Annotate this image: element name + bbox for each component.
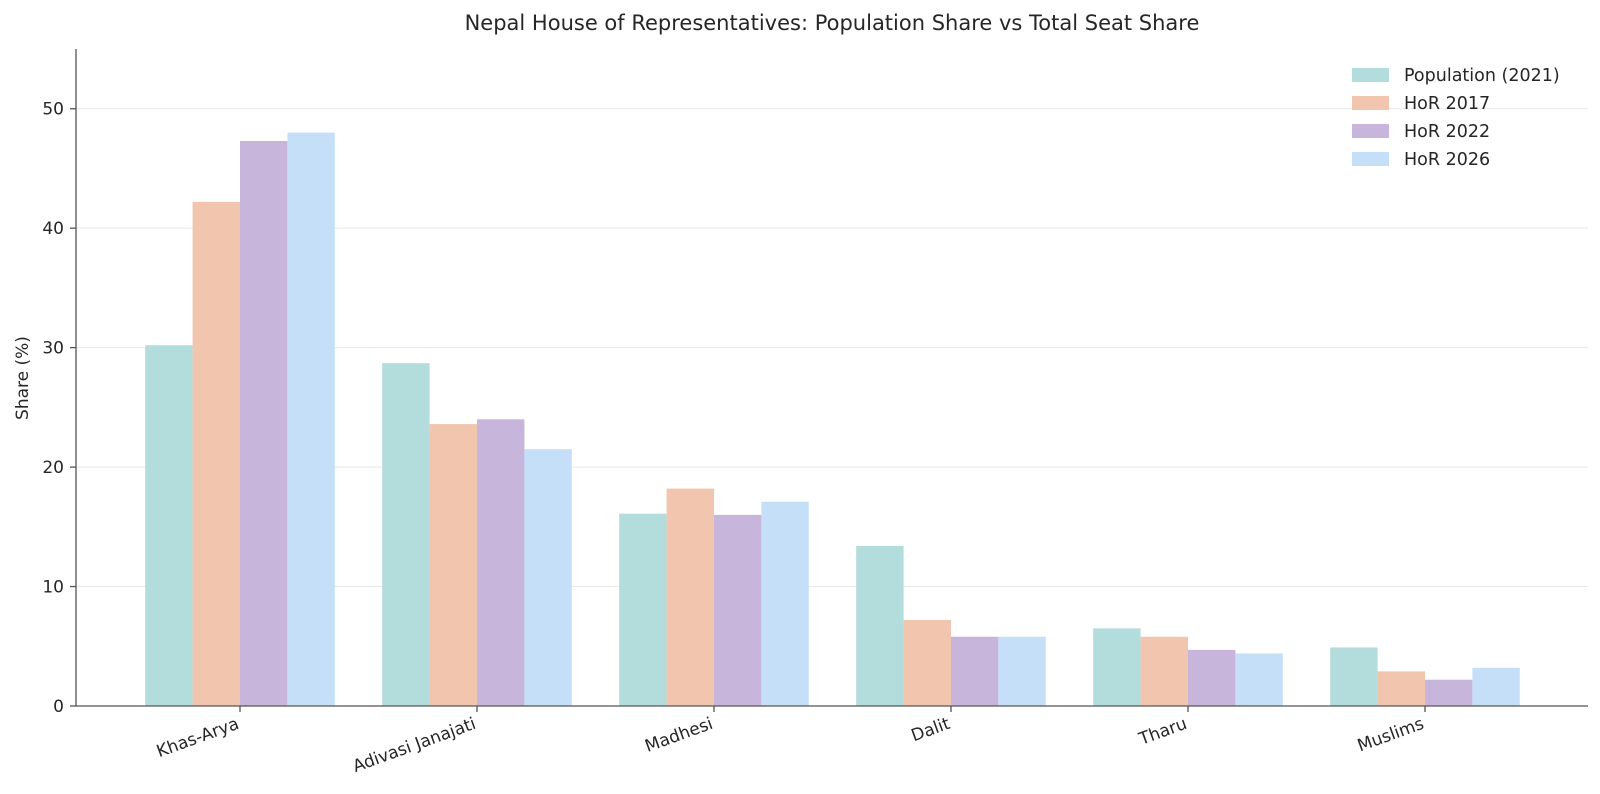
y-tick-label: 40 bbox=[42, 219, 64, 239]
bar bbox=[382, 363, 430, 706]
bar bbox=[998, 636, 1046, 706]
bar bbox=[1330, 647, 1378, 706]
x-tick-label: Dalit bbox=[909, 714, 953, 746]
bar bbox=[192, 201, 240, 706]
legend-label: HoR 2026 bbox=[1404, 150, 1490, 170]
bar bbox=[429, 424, 477, 706]
bar bbox=[524, 449, 572, 706]
y-tick-label: 0 bbox=[53, 697, 64, 717]
bar bbox=[951, 636, 999, 706]
bar bbox=[1235, 653, 1283, 706]
legend-swatch bbox=[1352, 96, 1389, 110]
legend-label: HoR 2022 bbox=[1404, 122, 1490, 142]
x-tick-label: Tharu bbox=[1136, 714, 1190, 750]
x-ticks: Khas-Arya Adivasi Janajati Madhesi Dalit Tha… bbox=[154, 706, 1427, 777]
chart-title: Nepal House of Representatives: Populati… bbox=[465, 11, 1200, 35]
bar bbox=[903, 619, 951, 706]
x-tick-label: Adivasi Janajati bbox=[350, 714, 479, 777]
bar bbox=[1188, 649, 1236, 706]
bar bbox=[1425, 679, 1473, 706]
y-tick-label: 30 bbox=[42, 339, 64, 359]
bar bbox=[666, 488, 714, 706]
y-tick-label: 10 bbox=[42, 578, 64, 598]
bar bbox=[714, 514, 762, 706]
bar bbox=[477, 419, 525, 706]
bar bbox=[287, 132, 335, 707]
y-ticks: 0 10 20 30 40 50 bbox=[42, 100, 76, 717]
bar bbox=[1093, 628, 1141, 706]
bar bbox=[240, 140, 288, 707]
y-axis-label: Share (%) bbox=[13, 336, 33, 420]
y-tick-label: 50 bbox=[42, 100, 64, 120]
y-tick-label: 20 bbox=[42, 458, 64, 478]
x-tick-label: Muslims bbox=[1355, 714, 1427, 756]
legend-swatch bbox=[1352, 124, 1389, 138]
bar bbox=[145, 345, 193, 706]
legend-label: Population (2021) bbox=[1404, 66, 1560, 86]
bar bbox=[856, 545, 904, 706]
bar bbox=[1377, 671, 1425, 706]
bar bbox=[761, 501, 809, 706]
bar bbox=[1472, 667, 1520, 706]
x-tick-label: Madhesi bbox=[642, 714, 715, 757]
bar bbox=[619, 513, 667, 706]
bars bbox=[145, 132, 1520, 707]
legend-swatch bbox=[1352, 68, 1389, 82]
legend-swatch bbox=[1352, 152, 1389, 166]
legend[interactable]: Population (2021) HoR 2017 HoR 2022 HoR 202… bbox=[1352, 66, 1560, 170]
legend-label: HoR 2017 bbox=[1404, 94, 1490, 114]
x-tick-label: Khas-Arya bbox=[154, 714, 242, 762]
bar bbox=[1140, 636, 1188, 706]
